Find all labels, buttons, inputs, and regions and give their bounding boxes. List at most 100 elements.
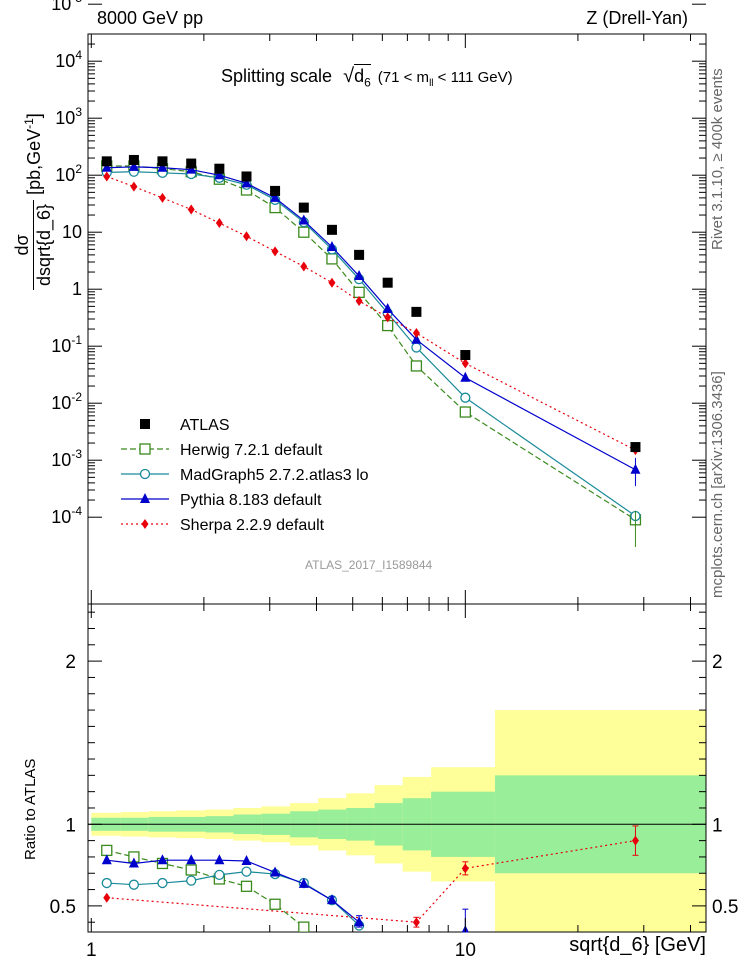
y-tick-exponent: 4 [75, 48, 82, 62]
y-tick-exponent: -2 [71, 390, 82, 404]
sherpa-marker [242, 231, 250, 242]
main-line [106, 165, 636, 521]
pythia-marker [214, 169, 225, 180]
atlas-data-marker [354, 249, 365, 260]
ylabel-unit-pre: [pb,GeV [24, 128, 44, 200]
y-tick-label: 10-1 [51, 333, 82, 356]
legend: ATLAS Herwig 7.2.1 default MadGraph5 2.7.2… [121, 417, 369, 534]
legend-entry: Pythia 8.183 default [121, 492, 322, 509]
sherpa-marker [103, 892, 111, 903]
sherpa-marker [328, 277, 336, 288]
atlas-data-marker [326, 224, 337, 235]
ylabel-numerator: dσ [12, 199, 34, 290]
herwig-marker [353, 286, 365, 299]
ylabel-unit: [pb,GeV-1] [22, 113, 44, 200]
madgraph-marker [128, 879, 140, 890]
y-tick-label: 10-3 [51, 447, 82, 470]
legend-label: MadGraph5 2.7.2.atlas3 lo [180, 467, 369, 484]
ratio-y-tick-label-right: 2 [712, 652, 723, 673]
pythia-marker [140, 493, 150, 503]
ratio-y-tick-label-right: 1 [712, 815, 723, 836]
atlas-data-marker [382, 277, 393, 288]
sherpa-marker [461, 358, 469, 369]
sherpa-marker [412, 328, 420, 339]
sherpa-marker [158, 192, 166, 203]
pythia-marker [270, 191, 281, 202]
sherpa-marker [103, 171, 111, 182]
atlas-data-marker [630, 442, 641, 453]
y-tick-label: 10-2 [51, 390, 82, 413]
madgraph-marker [214, 869, 225, 881]
title-cut-pre: (71 < m [377, 69, 430, 86]
pythia-marker [298, 214, 309, 225]
chart-title: Splitting scale √d6 (71 < mll < 111 GeV) [221, 64, 513, 90]
pythia-marker [128, 857, 139, 868]
sherpa-marker [141, 519, 149, 529]
pythia-marker [186, 163, 197, 174]
rivet-label: Rivet 3.1.10, ≥ 400k events [709, 68, 726, 250]
atlas-data-marker [140, 419, 150, 429]
main-line [106, 171, 636, 517]
ratio-line [106, 871, 360, 926]
ratio-line [106, 859, 360, 923]
y-tick-label: 10 [62, 222, 82, 242]
sherpa-marker [130, 181, 138, 192]
ratio-series [101, 866, 365, 931]
madgraph-marker [157, 877, 168, 889]
ratio-line [106, 840, 636, 923]
main-panel-series [101, 154, 642, 547]
atlas-data-marker [460, 350, 471, 361]
pythia-marker [382, 302, 393, 313]
ratio-series [101, 854, 365, 927]
uncertainty-bands [88, 710, 706, 932]
legend-entry: ATLAS [140, 417, 230, 434]
main-series [101, 154, 641, 453]
herwig-marker [326, 253, 338, 265]
legend-label: Pythia 8.183 default [180, 492, 322, 509]
x-tick-label: 10 [455, 940, 476, 961]
sherpa-marker [355, 296, 363, 307]
ratio-panel-series [101, 825, 639, 933]
header-process: 8000 GeV pp [97, 8, 204, 28]
ratio-y-tick-label: 2 [65, 652, 76, 673]
herwig-marker [139, 443, 151, 455]
pythia-marker [241, 177, 252, 188]
ylabel-unit-sup: -1 [22, 118, 36, 129]
pythia-marker [411, 333, 422, 344]
ratio-y-tick-label: 0.5 [50, 897, 76, 918]
pythia-marker [326, 240, 337, 251]
pythia-marker [101, 854, 112, 865]
pythia-marker [157, 854, 168, 865]
x-axis-label: sqrt{d_6} [GeV] [569, 934, 706, 956]
pythia-marker [270, 866, 281, 877]
main-series [103, 171, 639, 456]
title-root: d [354, 66, 365, 86]
ratio-y-tick-label: 1 [65, 815, 76, 836]
herwig-marker [269, 898, 281, 910]
y-tick-label: 10-4 [51, 504, 82, 527]
herwig-marker [410, 360, 423, 372]
atlas-data-marker [101, 156, 112, 167]
herwig-marker [298, 226, 310, 238]
pythia-marker [186, 854, 197, 865]
madgraph-marker [241, 866, 252, 877]
sherpa-marker [187, 204, 195, 215]
ratio-series [103, 835, 639, 928]
ratio-y-tick-label-right: 0.5 [712, 897, 738, 918]
atlas-data-marker [128, 154, 139, 165]
herwig-marker [298, 921, 310, 932]
title-prefix: Splitting scale [221, 66, 333, 86]
madgraph-marker [186, 875, 197, 886]
atlas-data-marker [186, 158, 197, 169]
pythia-marker [460, 371, 471, 382]
atlas-data-marker [298, 202, 309, 213]
legend-label: Sherpa 2.2.9 default [180, 517, 325, 534]
mcplots-label: mcplots.cern.ch [arXiv:1306.3436] [709, 371, 726, 598]
pythia-marker [354, 270, 365, 281]
pythia-marker [157, 161, 168, 172]
main-line [106, 175, 636, 451]
atlas-data-marker [411, 306, 422, 317]
herwig-marker [459, 406, 471, 418]
atlas-data-marker [214, 163, 225, 174]
